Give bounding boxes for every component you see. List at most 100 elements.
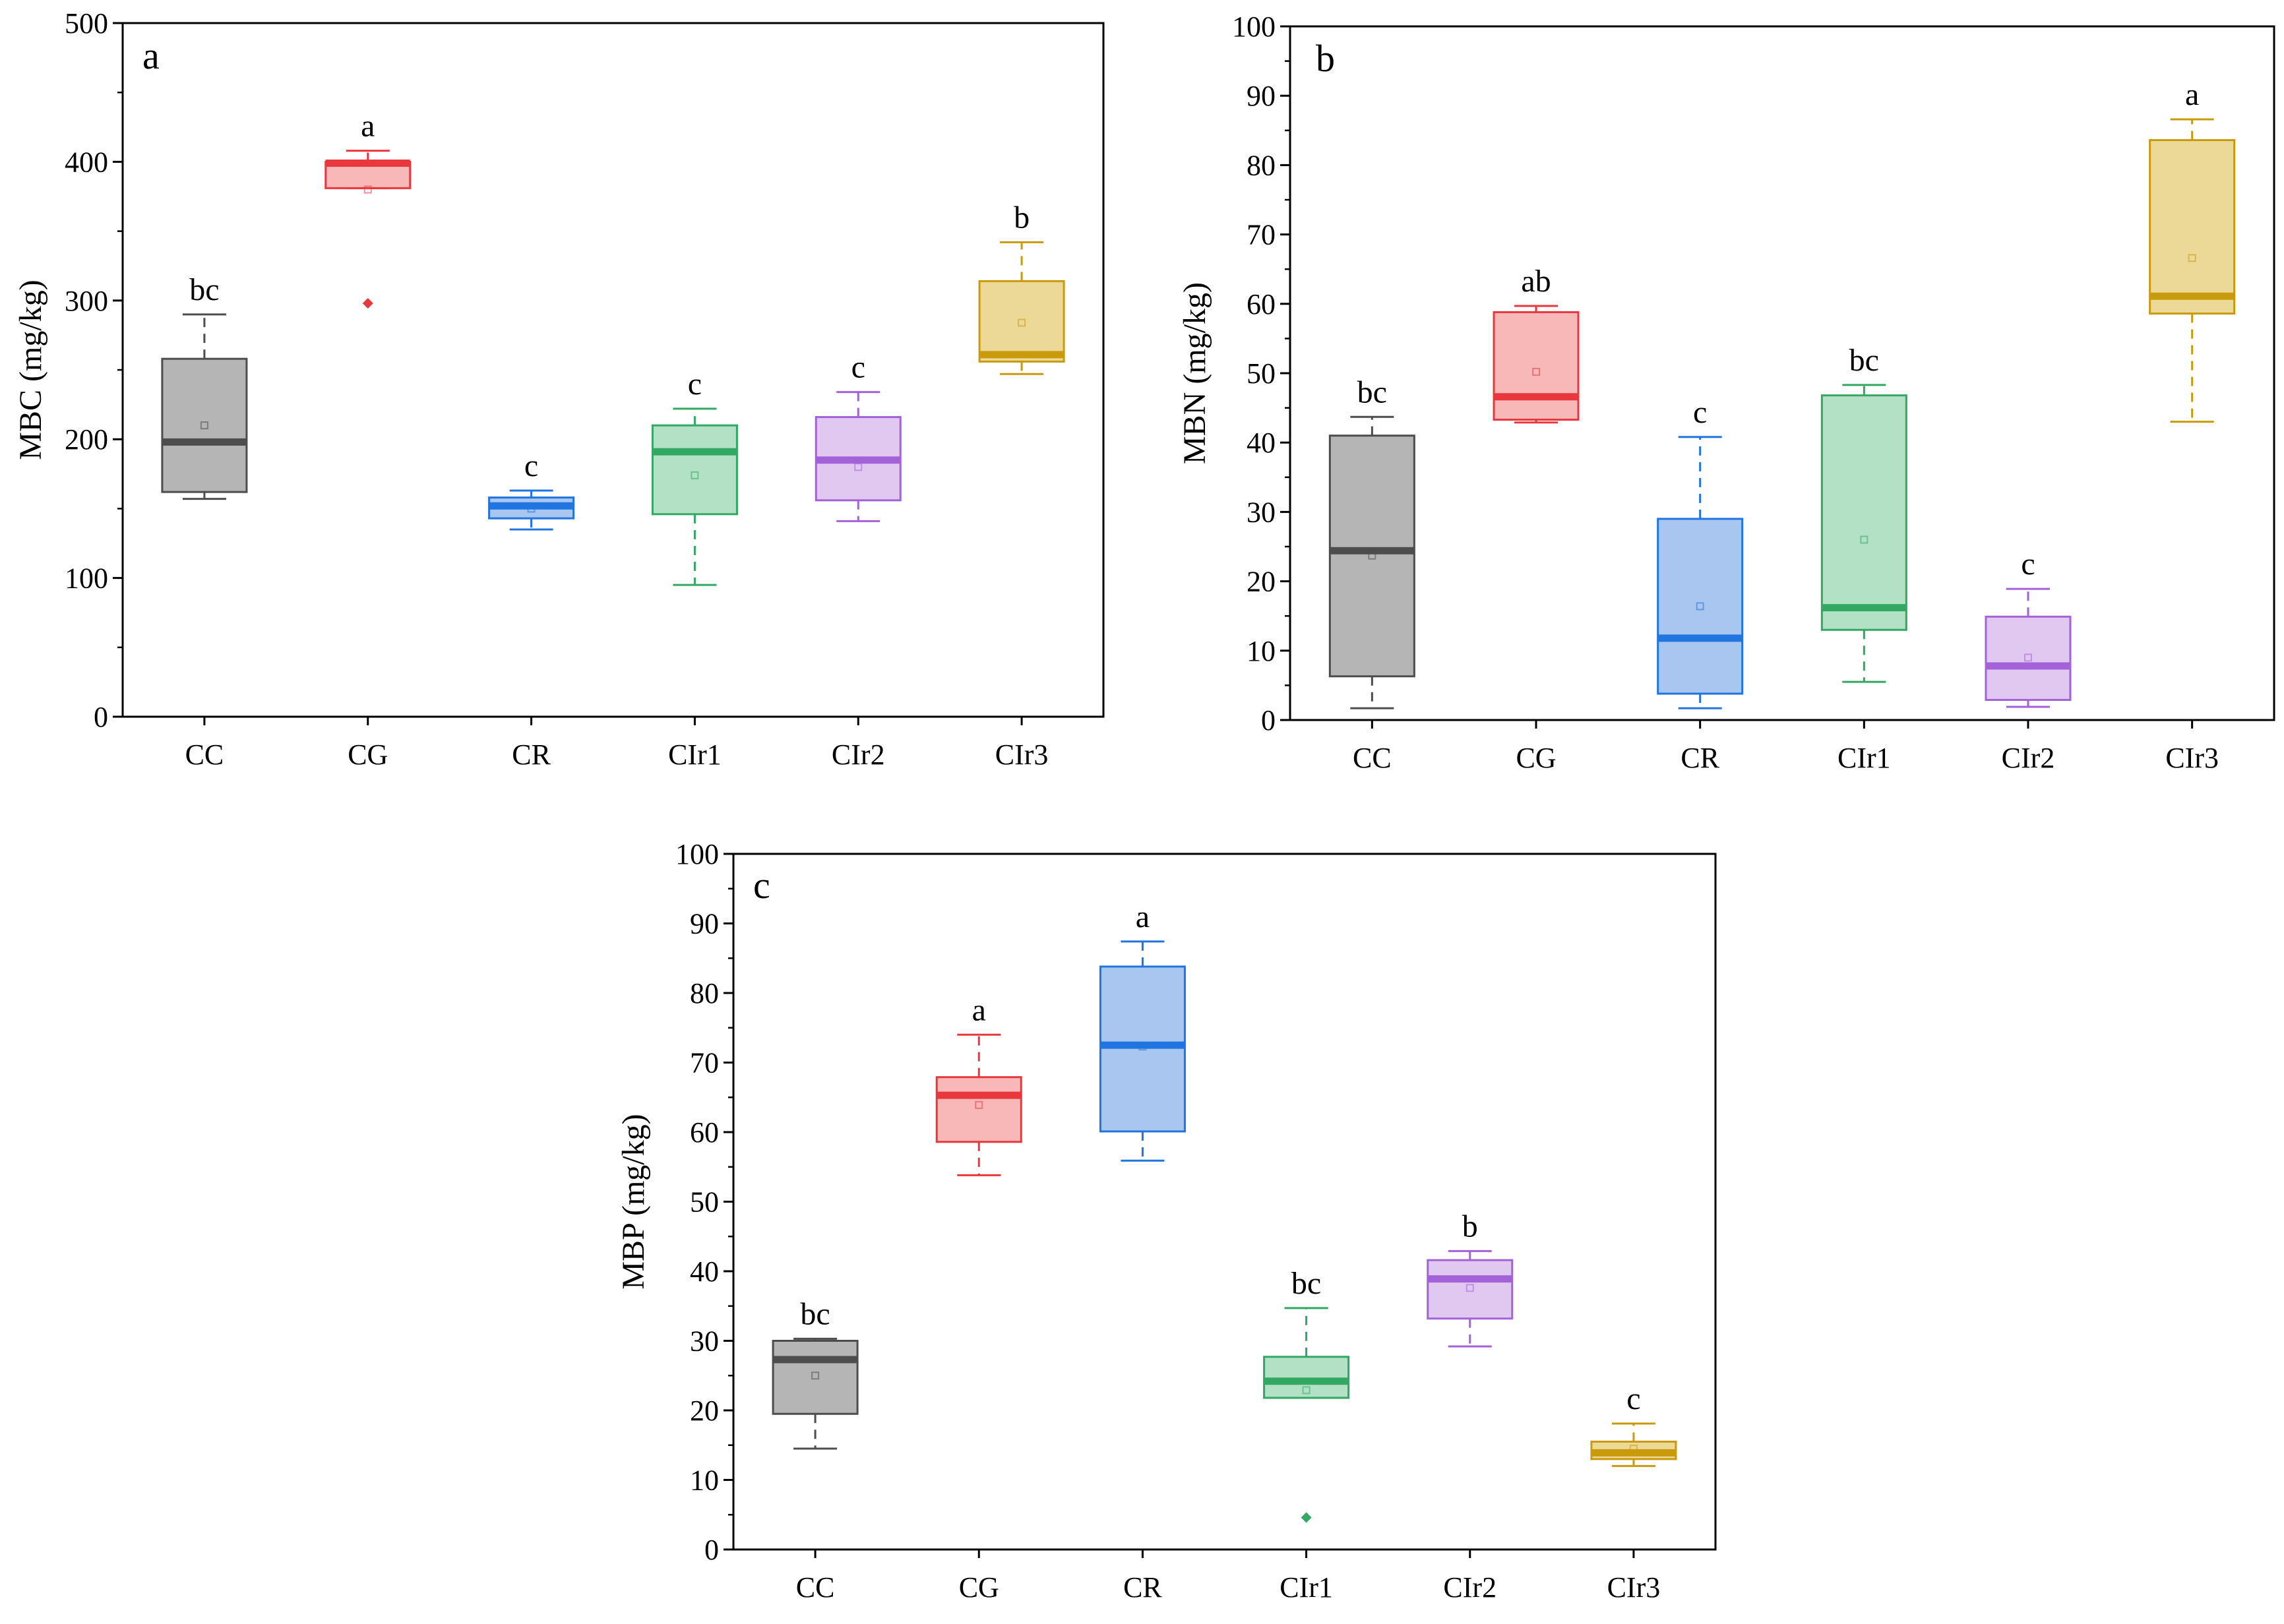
iqr-box <box>1820 394 1907 631</box>
y-tick-label: 80 <box>690 977 719 1009</box>
box-cg: a <box>935 992 1022 1176</box>
y-tick-label: 100 <box>1232 11 1276 43</box>
x-tick-label: CIr3 <box>2165 742 2219 774</box>
panel-label: c <box>753 864 770 907</box>
significance-letter: c <box>1626 1381 1640 1416</box>
y-tick-label: 0 <box>1261 704 1276 737</box>
x-tick-label: CG <box>348 738 388 771</box>
x-tick-label: CC <box>1353 742 1392 774</box>
y-tick-label: 500 <box>65 7 108 40</box>
y-tick-label: 40 <box>1247 427 1276 459</box>
mean-marker <box>854 463 863 471</box>
mean-marker <box>691 471 699 479</box>
box-cg: ab <box>1493 264 1580 424</box>
box-cir1: bc <box>1820 343 1907 683</box>
significance-letter: c <box>1693 395 1707 430</box>
x-tick-label: CIr3 <box>1607 1571 1661 1604</box>
mean-marker <box>811 1371 820 1380</box>
y-tick-label: 70 <box>1247 219 1276 251</box>
box-cc: bc <box>161 272 248 500</box>
panel-c: 0 10 20 30 40 50 60 70 80 90 100 MBP (mg/kg) CC CG CR C… <box>616 838 1717 1604</box>
mean-marker <box>363 185 372 194</box>
x-tick-label: CR <box>1123 1571 1162 1604</box>
mean-marker <box>1138 1042 1147 1051</box>
mean-marker <box>1466 1284 1474 1292</box>
iqr-box <box>772 1340 859 1415</box>
outlier-point <box>362 298 373 309</box>
iqr-box <box>978 280 1065 363</box>
mean-marker <box>975 1100 983 1109</box>
mean-marker <box>1018 318 1026 327</box>
x-tick-label: CC <box>796 1571 835 1604</box>
y-axis-title: MBN (mg/kg) <box>1177 282 1212 464</box>
box-cir2: c <box>815 350 902 522</box>
box-cr: a <box>1099 899 1186 1162</box>
box-cg: a <box>324 109 412 309</box>
x-tick-label: CC <box>185 738 224 771</box>
panel-label: b <box>1316 37 1335 80</box>
significance-letter: bc <box>1291 1266 1321 1301</box>
mean-marker <box>2024 653 2032 662</box>
y-tick-label: 30 <box>1247 496 1276 528</box>
significance-letter: bc <box>1849 343 1879 378</box>
iqr-box <box>935 1076 1022 1143</box>
significance-letter: a <box>2185 77 2199 112</box>
x-tick-label: CR <box>512 738 551 771</box>
significance-letter: ab <box>1521 264 1551 299</box>
box-cc: bc <box>1328 375 1415 709</box>
y-tick-label: 100 <box>675 838 719 870</box>
x-tick-label: CIr2 <box>1443 1571 1497 1604</box>
y-tick-label: 60 <box>1247 288 1276 320</box>
x-tick-label: CIr2 <box>832 738 885 771</box>
mean-marker <box>1696 602 1704 611</box>
y-tick-label: 20 <box>690 1395 719 1427</box>
panel-label: a <box>142 34 160 77</box>
y-tick-label: 20 <box>1247 566 1276 598</box>
y-tick-label: 80 <box>1247 149 1276 181</box>
x-tick-label: CR <box>1681 742 1719 774</box>
y-tick-label: 0 <box>704 1534 719 1566</box>
box-cir2: b <box>1427 1209 1514 1348</box>
iqr-box <box>161 357 248 493</box>
mean-marker <box>1629 1445 1638 1453</box>
x-tick-label: CG <box>959 1571 999 1604</box>
box-cir3: a <box>2149 77 2236 423</box>
iqr-box <box>1328 435 1415 678</box>
significance-letter: a <box>972 992 986 1027</box>
iqr-box <box>1263 1356 1350 1399</box>
plot-frame <box>732 853 1717 1551</box>
mean-marker <box>200 421 208 430</box>
outlier-point <box>1301 1512 1312 1523</box>
box-cir1: bc <box>1263 1266 1350 1523</box>
box-cir2: c <box>1985 547 2072 708</box>
significance-letter: bc <box>189 272 219 307</box>
x-tick-label: CIr3 <box>995 738 1049 771</box>
y-tick-label: 200 <box>65 423 108 456</box>
y-tick-label: 40 <box>690 1255 719 1288</box>
significance-letter: a <box>361 109 375 144</box>
x-tick-label: CIr1 <box>1280 1571 1333 1604</box>
y-tick-label: 10 <box>690 1464 719 1497</box>
mean-marker <box>1532 367 1540 376</box>
iqr-box <box>2149 139 2236 315</box>
significance-letter: b <box>1462 1209 1478 1244</box>
mean-marker <box>1860 535 1868 544</box>
y-tick-label: 70 <box>690 1047 719 1079</box>
iqr-box <box>1099 965 1186 1133</box>
y-tick-label: 50 <box>690 1186 719 1218</box>
x-tick-label: CIr1 <box>668 738 722 771</box>
iqr-box <box>1985 615 2072 701</box>
significance-letter: bc <box>800 1296 830 1331</box>
y-tick-label: 90 <box>690 908 719 940</box>
significance-letter: c <box>524 448 538 483</box>
box-cir1: c <box>651 367 738 586</box>
mean-marker <box>1368 551 1376 560</box>
box-cr: c <box>488 448 575 531</box>
y-tick-label: 100 <box>65 562 108 595</box>
y-tick-label: 50 <box>1247 357 1276 390</box>
box-cir3: b <box>978 200 1065 375</box>
mean-marker <box>1302 1386 1311 1395</box>
significance-letter: bc <box>1357 375 1387 409</box>
x-tick-label: CIr1 <box>1837 742 1891 774</box>
